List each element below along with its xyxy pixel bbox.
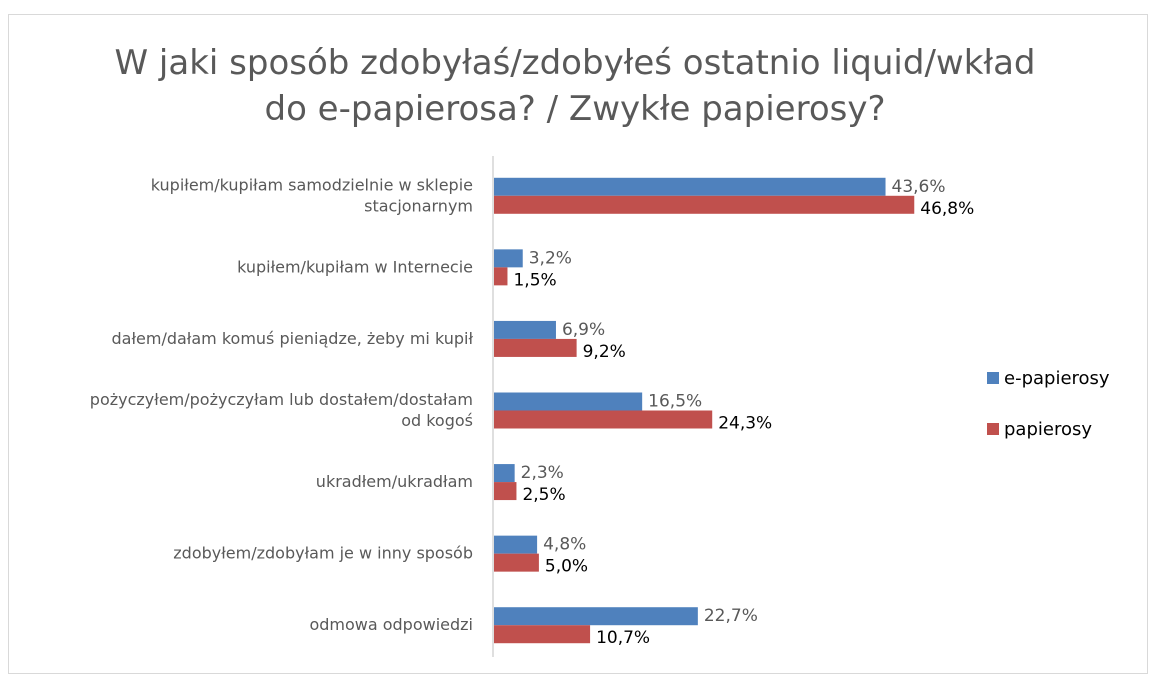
legend-swatch-e-papierosy bbox=[987, 372, 999, 384]
data-label: 43,6% bbox=[892, 177, 946, 197]
bar-papierosy bbox=[494, 625, 591, 644]
bar-e-papierosy bbox=[494, 464, 515, 483]
data-label: 10,7% bbox=[596, 628, 650, 648]
category-label: kupiłem/kupiłam w Internecie bbox=[237, 257, 473, 276]
category-label: dałem/dałam komuś pieniądze, żeby mi kup… bbox=[112, 329, 474, 348]
category-label: zdobyłem/zdobyłam je w inny sposób bbox=[173, 544, 473, 563]
legend-label: e-papierosy bbox=[1004, 368, 1110, 389]
data-label: 4,8% bbox=[543, 535, 586, 555]
category-label: odmowa odpowiedzi bbox=[309, 615, 473, 634]
bar-e-papierosy bbox=[494, 320, 556, 339]
category-label: pożyczyłem/pożyczyłam lub dostałem/dosta… bbox=[90, 390, 473, 430]
chart-frame bbox=[8, 14, 1148, 674]
data-label: 22,7% bbox=[704, 606, 758, 626]
data-label: 3,2% bbox=[529, 248, 572, 268]
bar-papierosy bbox=[494, 410, 713, 429]
bar-papierosy bbox=[494, 553, 539, 572]
data-label: 9,2% bbox=[583, 342, 626, 362]
data-label: 2,5% bbox=[522, 485, 565, 505]
bar-papierosy bbox=[494, 267, 508, 286]
chart-title: W jaki sposób zdobyłaś/zdobyłeś ostatnio… bbox=[114, 43, 1036, 129]
data-label: 5,0% bbox=[545, 557, 588, 577]
data-label: 2,3% bbox=[521, 463, 564, 483]
data-label: 1,5% bbox=[513, 270, 556, 290]
category-label: ukradłem/ukradłam bbox=[316, 472, 473, 491]
bar-papierosy bbox=[494, 195, 915, 214]
bar-e-papierosy bbox=[494, 607, 698, 626]
bar-e-papierosy bbox=[494, 535, 538, 554]
bar-e-papierosy bbox=[494, 392, 643, 411]
data-label: 46,8% bbox=[920, 199, 974, 219]
category-label: kupiłem/kupiłam samodzielnie w sklepie st… bbox=[151, 175, 473, 215]
bar-e-papierosy bbox=[494, 177, 886, 196]
bar-papierosy bbox=[494, 482, 517, 501]
legend-label: papierosy bbox=[1004, 419, 1092, 440]
legend-swatch-papierosy bbox=[987, 423, 999, 435]
bar-papierosy bbox=[494, 338, 577, 357]
data-label: 24,3% bbox=[718, 414, 772, 434]
data-label: 16,5% bbox=[648, 392, 702, 412]
data-label: 6,9% bbox=[562, 320, 605, 340]
bar-e-papierosy bbox=[494, 249, 523, 268]
